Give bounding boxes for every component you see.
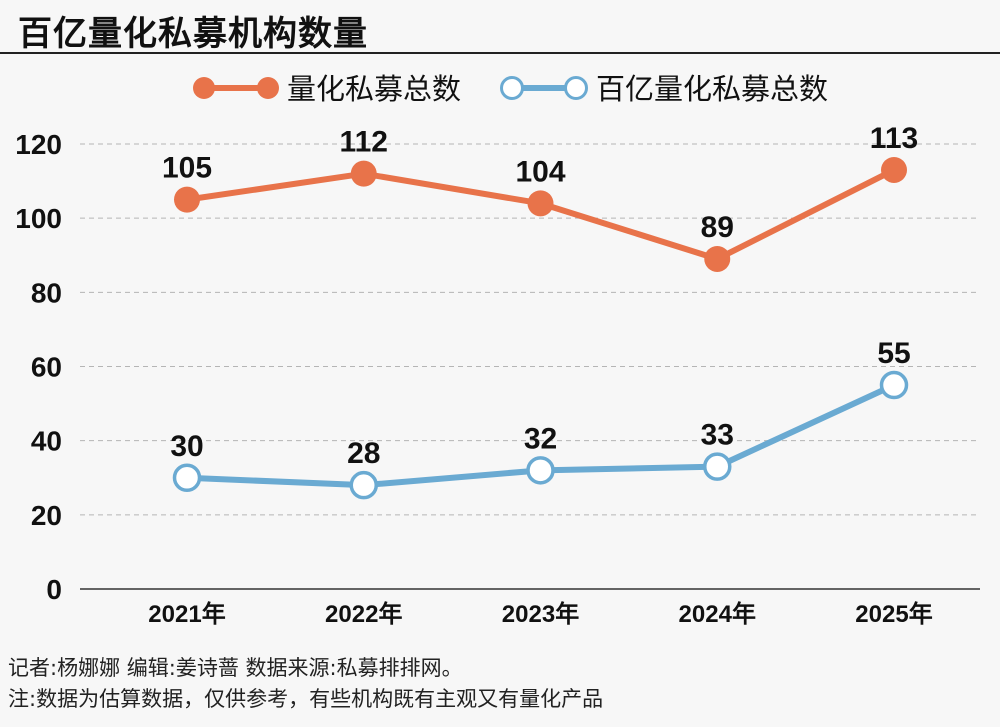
data-label: 113 — [870, 122, 918, 155]
y-tick-label: 20 — [31, 500, 62, 531]
y-tick-label: 0 — [46, 574, 62, 605]
legend-marker — [193, 77, 215, 99]
x-tick-label: 2025年 — [855, 600, 932, 628]
data-label: 89 — [701, 211, 734, 244]
data-point — [174, 186, 200, 213]
data-point — [349, 470, 378, 500]
x-tick-label: 2024年 — [679, 600, 756, 628]
y-tick-label: 120 — [15, 129, 62, 160]
title-divider — [0, 52, 1000, 54]
data-label: 32 — [524, 422, 557, 455]
x-tick-label: 2021年 — [148, 600, 225, 628]
legend-marker — [500, 76, 524, 100]
credits-text: 记者:杨娜娜 编辑:姜诗蔷 数据来源:私募排排网。 — [8, 656, 463, 680]
note-text: 注:数据为估算数据，仅供参考，有些机构既有主观又有量化产品 — [8, 687, 604, 711]
data-point — [527, 190, 554, 217]
legend-marker — [257, 77, 279, 99]
y-tick-label: 60 — [31, 352, 62, 383]
data-point — [704, 245, 731, 272]
chart-title: 百亿量化私募机构数量 — [18, 14, 368, 54]
data-point — [881, 156, 907, 183]
data-point — [526, 456, 555, 485]
legend-label: 百亿量化私募总数 — [596, 72, 828, 106]
data-label: 105 — [162, 152, 212, 185]
data-label: 55 — [877, 337, 910, 370]
data-point — [172, 463, 202, 492]
legend-marker — [564, 76, 588, 100]
data-label: 30 — [170, 430, 203, 463]
data-label: 112 — [340, 126, 388, 159]
legend-label: 量化私募总数 — [287, 72, 461, 106]
data-point — [350, 160, 377, 187]
data-label: 33 — [701, 419, 734, 452]
data-label: 104 — [515, 155, 565, 188]
y-tick-label: 40 — [31, 426, 62, 457]
x-tick-label: 2022年 — [325, 600, 402, 628]
y-tick-label: 80 — [31, 277, 62, 308]
y-tick-label: 100 — [15, 203, 62, 234]
data-label: 28 — [347, 437, 380, 470]
data-point — [879, 370, 909, 400]
x-tick-label: 2023年 — [502, 600, 579, 628]
data-point — [703, 452, 732, 481]
